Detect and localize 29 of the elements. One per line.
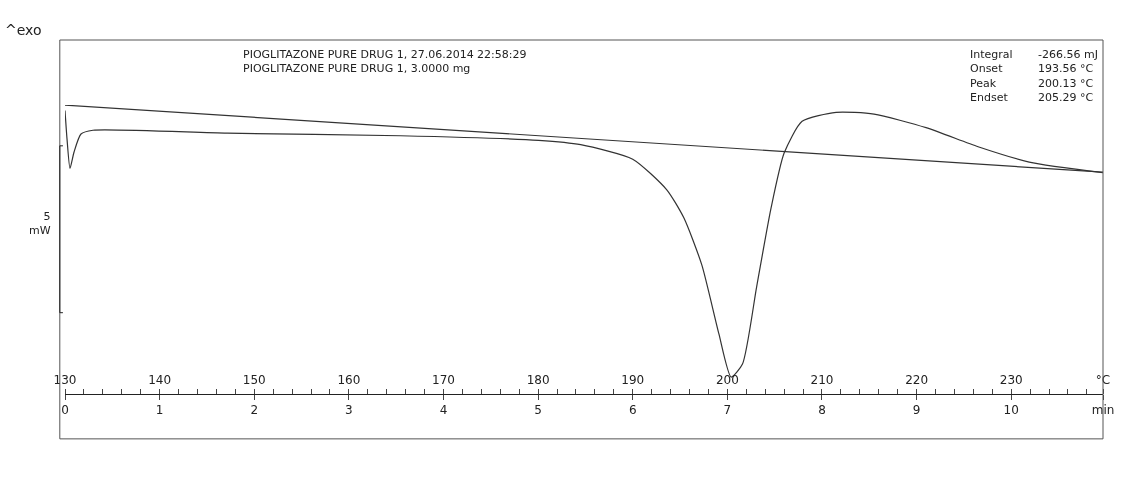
x2-tick-label: 210	[810, 373, 834, 388]
x-tick-label: 8	[818, 403, 826, 418]
text: ^exo	[5, 22, 42, 38]
text: Integral Onset Peak Endset	[970, 48, 1013, 104]
x2-tick-label: 200	[715, 373, 739, 388]
text: PIOGLITAZONE PURE DRUG 1, 27.06.2014 22:58:29 PIOGLITAZONE PURE DRUG 1, 3.0000 mg	[243, 48, 527, 76]
x2-tick-label: °C	[1095, 373, 1111, 388]
x-tick-label: 4	[439, 403, 448, 418]
x2-tick-label: 140	[148, 373, 172, 388]
x2-tick-label: 190	[621, 373, 645, 388]
x2-tick-label: 150	[242, 373, 266, 388]
x2-tick-label: 160	[337, 373, 361, 388]
x-tick-label: 7	[723, 403, 732, 418]
x2-tick-label: 230	[999, 373, 1023, 388]
x-tick-label: 3	[345, 403, 353, 418]
x-tick-label: min	[1091, 403, 1115, 418]
x-tick-label: 0	[61, 403, 69, 418]
x-tick-label: 2	[250, 403, 259, 418]
x-tick-label: 6	[628, 403, 637, 418]
x-tick-label: 1	[155, 403, 164, 418]
x2-tick-label: 130	[53, 373, 77, 388]
x-tick-label: 9	[912, 403, 921, 418]
text: -266.56 mJ 193.56 °C 200.13 °C 205.29 °C	[1038, 48, 1098, 104]
x-tick-label: 10	[1003, 403, 1019, 418]
text: 5 mW	[29, 210, 51, 238]
x2-tick-label: 180	[526, 373, 550, 388]
x2-tick-label: 220	[905, 373, 929, 388]
x2-tick-label: 170	[432, 373, 455, 388]
x-tick-label: 5	[534, 403, 542, 418]
